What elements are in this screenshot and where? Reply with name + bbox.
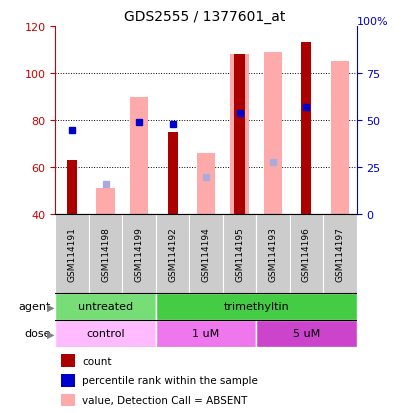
- Text: ▶: ▶: [47, 328, 54, 339]
- Bar: [155, 215, 189, 293]
- Bar: [196, 154, 215, 215]
- Bar: [67, 161, 77, 215]
- Text: dose: dose: [25, 328, 51, 339]
- Bar: [222, 215, 256, 293]
- Bar: [61, 394, 75, 406]
- Bar: [256, 215, 289, 293]
- Text: GSM114193: GSM114193: [268, 227, 277, 281]
- Bar: [55, 215, 89, 293]
- Text: GSM114196: GSM114196: [301, 227, 310, 281]
- Text: GDS2555 / 1377601_at: GDS2555 / 1377601_at: [124, 10, 285, 24]
- Bar: [96, 189, 115, 215]
- Text: untreated: untreated: [78, 301, 133, 312]
- Bar: [256, 320, 356, 347]
- Text: GSM114194: GSM114194: [201, 227, 210, 281]
- Bar: [55, 320, 155, 347]
- Bar: [61, 355, 75, 367]
- Text: GSM114197: GSM114197: [335, 227, 344, 281]
- Text: 5 uM: 5 uM: [292, 328, 319, 339]
- Text: 100%: 100%: [356, 17, 387, 27]
- Text: control: control: [86, 328, 125, 339]
- Bar: [122, 215, 155, 293]
- Bar: [289, 215, 322, 293]
- Text: ▶: ▶: [47, 301, 54, 312]
- Bar: [155, 293, 356, 320]
- Bar: [301, 43, 311, 215]
- Text: GSM114199: GSM114199: [134, 227, 143, 281]
- Bar: [130, 97, 148, 215]
- Text: count: count: [82, 356, 112, 366]
- Bar: [230, 55, 248, 215]
- Bar: [330, 62, 348, 215]
- Text: 1 uM: 1 uM: [192, 328, 219, 339]
- Text: agent: agent: [19, 301, 51, 312]
- Bar: [234, 55, 244, 215]
- Text: GSM114195: GSM114195: [234, 227, 243, 281]
- Bar: [167, 133, 177, 215]
- Text: percentile rank within the sample: percentile rank within the sample: [82, 375, 258, 385]
- Text: GSM114198: GSM114198: [101, 227, 110, 281]
- Bar: [155, 320, 256, 347]
- Bar: [89, 215, 122, 293]
- Bar: [189, 215, 222, 293]
- Bar: [322, 215, 356, 293]
- Text: GSM114192: GSM114192: [168, 227, 177, 281]
- Bar: [263, 53, 281, 215]
- Bar: [61, 374, 75, 387]
- Text: value, Detection Call = ABSENT: value, Detection Call = ABSENT: [82, 395, 247, 405]
- Bar: [55, 293, 155, 320]
- Text: trimethyltin: trimethyltin: [223, 301, 288, 312]
- Text: GSM114191: GSM114191: [67, 227, 76, 281]
